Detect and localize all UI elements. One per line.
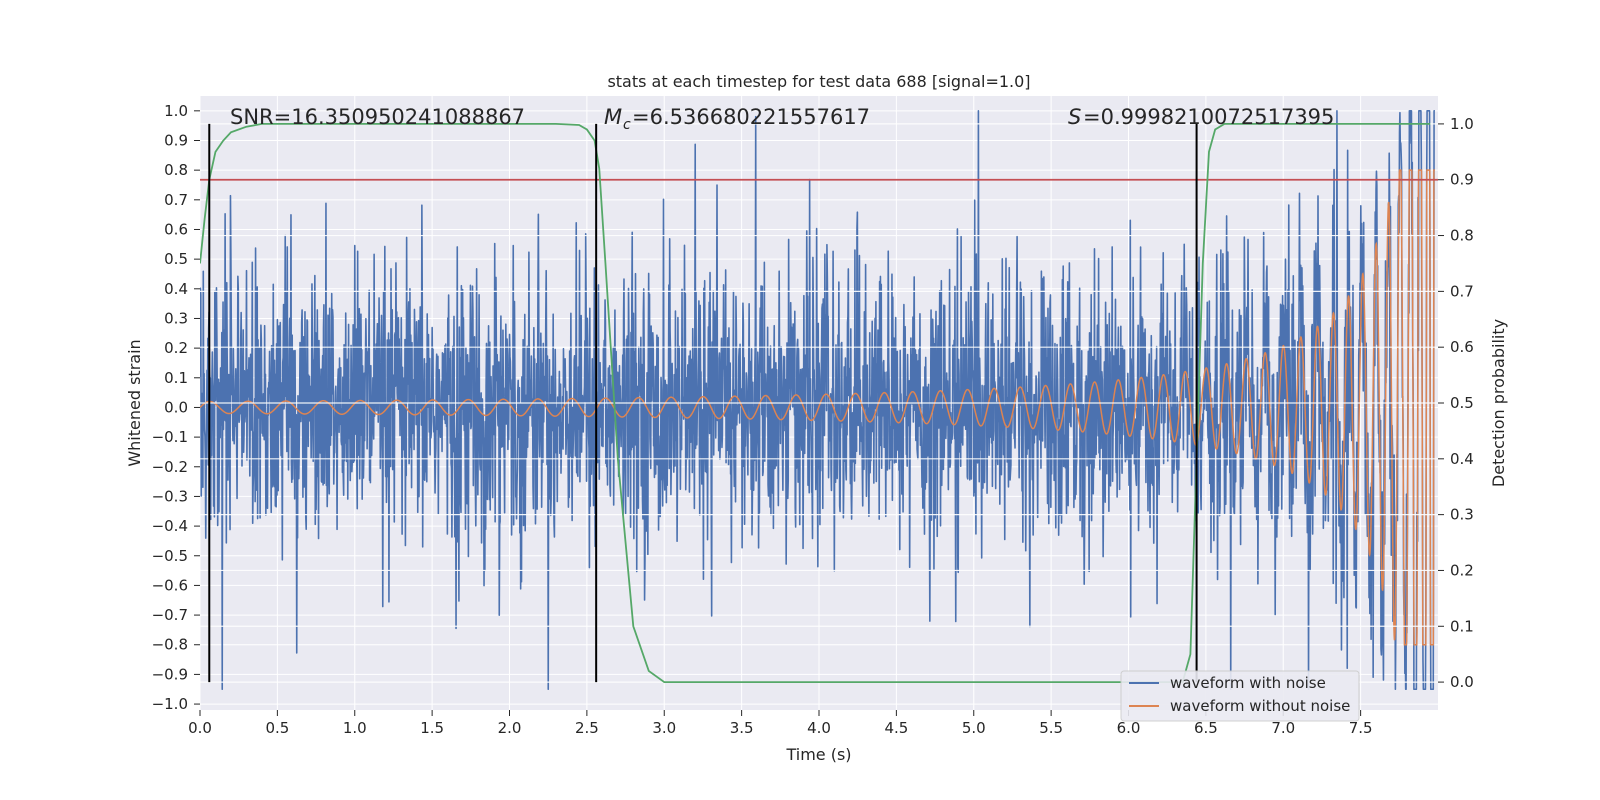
y-tick-label-left: −0.3 [152, 487, 188, 505]
snr-annotation: SNR=16.350950241088867 [230, 105, 525, 129]
y-tick-label-right: 0.0 [1450, 673, 1474, 691]
x-axis-label: Time (s) [785, 745, 851, 764]
mc-annotation: M c =6.536680221557617 [604, 105, 870, 133]
y-axis-label-right: Detection probability [1489, 319, 1508, 487]
x-tick-label: 0.5 [265, 719, 289, 737]
legend: waveform with noise waveform without noi… [1120, 670, 1360, 722]
chart-title: stats at each timestep for test data 688… [607, 72, 1030, 91]
s-symbol: S [1068, 105, 1081, 129]
y-tick-label-left: 0.7 [164, 191, 188, 209]
y-tick-label-left: 1.0 [164, 102, 188, 120]
y-tick-label-left: −0.1 [152, 428, 188, 446]
y-tick-label-left: 0.4 [164, 280, 188, 298]
y-tick-label-right: 0.4 [1450, 450, 1474, 468]
mc-symbol: M [604, 105, 622, 129]
y-tick-label-left: −0.9 [152, 665, 188, 683]
y-tick-label-left: −0.5 [152, 547, 188, 565]
waveform-with-noise-line [200, 110, 1436, 691]
y-tick-label-left: −0.6 [152, 576, 188, 594]
x-tick-label: 7.0 [1271, 719, 1295, 737]
y-axis-label-left: Whitened strain [125, 339, 144, 466]
mc-subscript: c [623, 117, 631, 133]
y-tick-label-right: 1.0 [1450, 115, 1474, 133]
x-tick-label: 3.0 [652, 719, 676, 737]
y-tick-label-left: 0.2 [164, 339, 188, 357]
y-tick-label-right: 0.2 [1450, 561, 1474, 579]
x-tick-label: 4.0 [807, 719, 831, 737]
x-tick-label: 6.0 [1117, 719, 1141, 737]
y-tick-label-left: 0.9 [164, 131, 188, 149]
y-tick-label-right: 0.7 [1450, 282, 1474, 300]
series-waveform-without-noise [200, 169, 1435, 646]
detection-probability-line [200, 123, 1431, 683]
overlay-lines [200, 123, 1438, 683]
y-tick-label-right: 0.9 [1450, 171, 1474, 189]
legend-label-noise: waveform with noise [1170, 674, 1326, 692]
y-tick-label-left: 0.6 [164, 220, 188, 238]
x-tick-label: 3.5 [730, 719, 754, 737]
y-tick-label-left: 0.0 [164, 398, 188, 416]
y-tick-label-right: 0.3 [1450, 506, 1474, 524]
mc-value: =6.536680221557617 [632, 105, 870, 129]
x-tick-label: 1.0 [343, 719, 367, 737]
x-tick-label: 5.5 [1039, 719, 1063, 737]
y-tick-label-left: 0.1 [164, 369, 188, 387]
x-tick-label: 2.5 [575, 719, 599, 737]
y-tick-label-right: 0.1 [1450, 617, 1474, 635]
x-tick-label: 6.5 [1194, 719, 1218, 737]
x-tick-label: 4.5 [884, 719, 908, 737]
y-tick-label-left: −1.0 [152, 695, 188, 713]
x-tick-label: 5.0 [962, 719, 986, 737]
legend-label-clean: waveform without noise [1170, 697, 1350, 715]
legend-box [1120, 670, 1360, 722]
x-tick-label: 7.5 [1349, 719, 1373, 737]
s-value: =0.9998210072517395 [1083, 105, 1334, 129]
y-tick-label-right: 0.8 [1450, 227, 1474, 245]
y-tick-label-right: 0.6 [1450, 338, 1474, 356]
x-tick-label: 0.0 [188, 719, 212, 737]
y-tick-label-left: 0.5 [164, 250, 188, 268]
waveform-without-noise-line [200, 169, 1435, 646]
y-tick-label-left: −0.8 [152, 636, 188, 654]
y-tick-label-left: −0.4 [152, 517, 188, 535]
x-tick-label: 2.0 [498, 719, 522, 737]
axes: 0.0 0.5 1.0 1.5 2.0 2.5 3.0 3.5 4.0 4.5 5.0 5.5 6.0 6… [152, 102, 1474, 737]
y-tick-label-left: 0.8 [164, 161, 188, 179]
s-annotation: S =0.9998210072517395 [1068, 105, 1334, 129]
y-tick-label-right: 0.5 [1450, 394, 1474, 412]
series-waveform-with-noise [200, 110, 1436, 691]
y-tick-label-left: −0.2 [152, 458, 188, 476]
y-tick-label-left: −0.7 [152, 606, 188, 624]
y-tick-label-left: 0.3 [164, 309, 188, 327]
x-tick-label: 1.5 [420, 719, 444, 737]
